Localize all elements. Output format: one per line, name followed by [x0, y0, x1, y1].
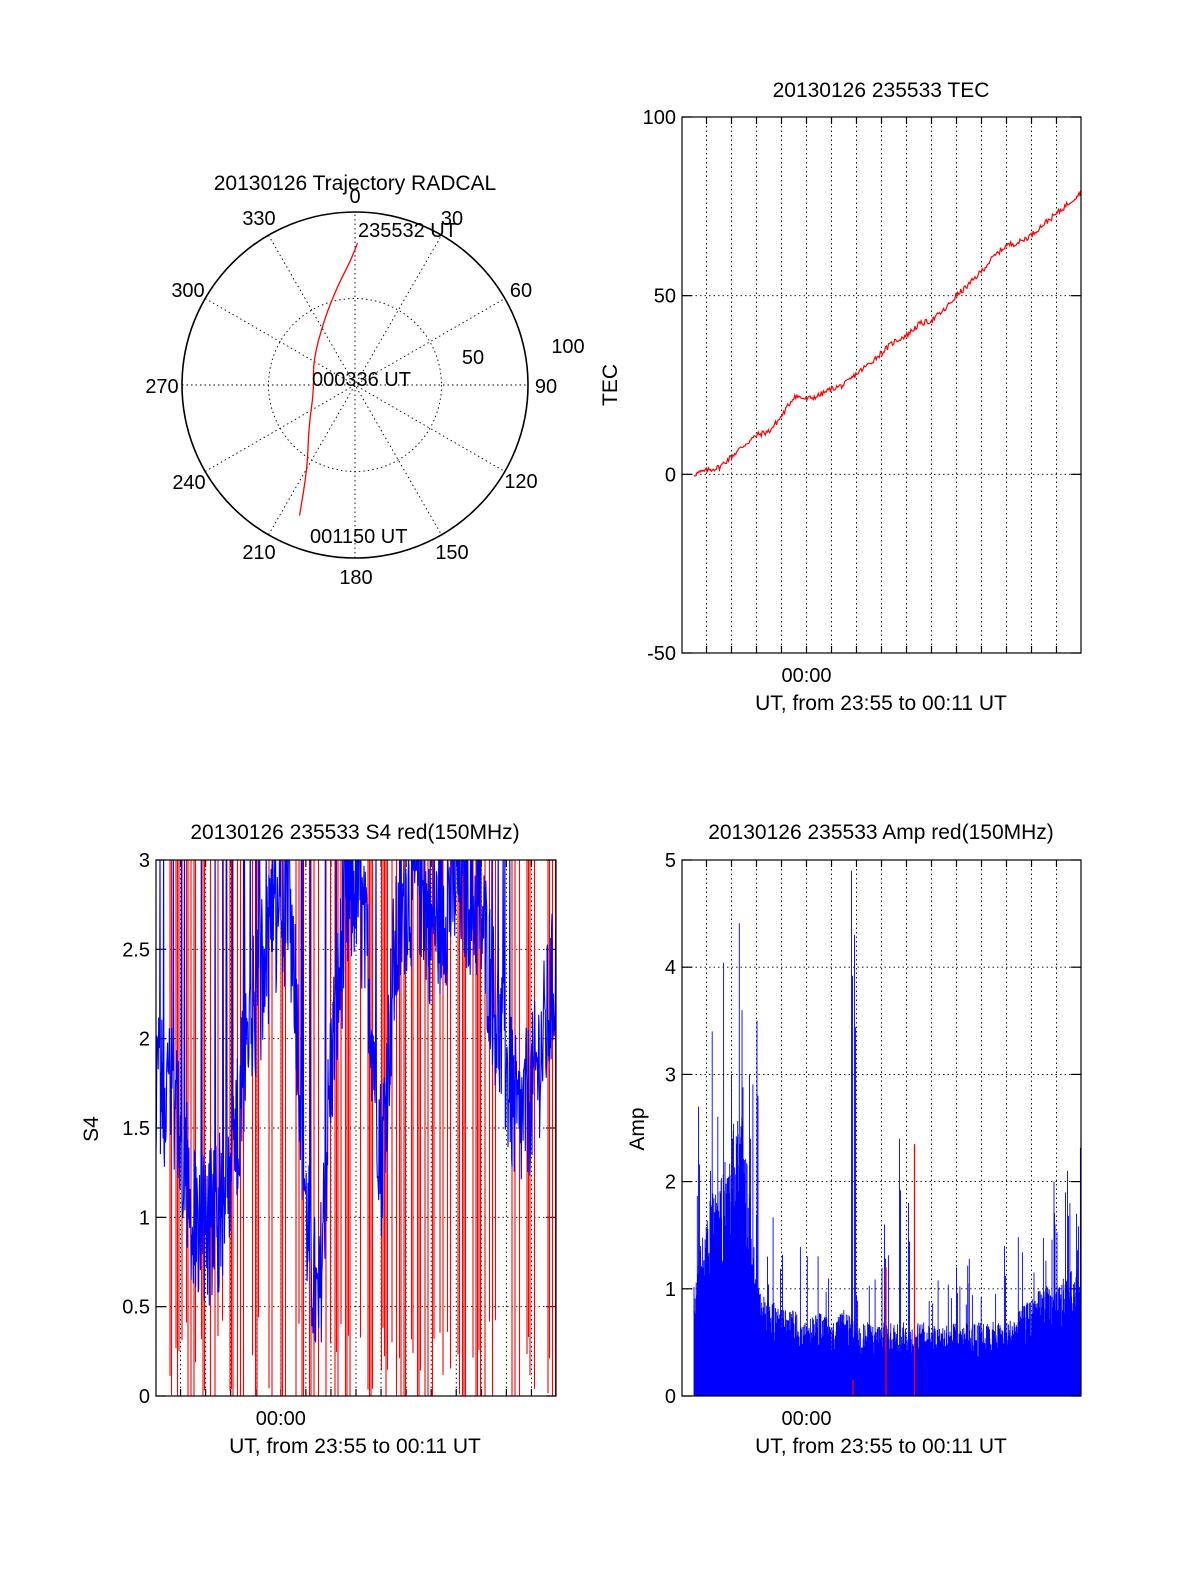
y-tick-label: 1.5	[122, 1118, 150, 1140]
trajectory-mid-label: 000336 UT	[312, 369, 411, 391]
tec-ylabel: TEC	[599, 364, 622, 406]
polar-angle-label: 270	[145, 376, 178, 398]
tec-title: 20130126 235533 TEC	[773, 79, 990, 102]
s4-blue-series	[156, 860, 556, 1343]
y-tick-label: 0	[139, 1386, 150, 1408]
polar-angle-label: 300	[171, 280, 204, 302]
amp-title: 20130126 235533 Amp red(150MHz)	[708, 821, 1054, 844]
s4-plot: 20130126 235533 S4 red(150MHz) UT, from …	[80, 821, 557, 1458]
amp-data-layer	[693, 870, 1081, 1396]
plot-frame	[681, 859, 1082, 1397]
amp-xlabel: UT, from 23:55 to 00:11 UT	[755, 1435, 1007, 1458]
trajectory-polar-plot: 20130126 Trajectory RADCAL 0 30 60 90 120 150…	[145, 172, 584, 589]
y-tick-label: 1	[139, 1207, 150, 1229]
amp-ylabel: Amp	[626, 1107, 649, 1150]
y-tick-label: 3	[139, 850, 150, 872]
trajectory-start-label: 235532 UT	[358, 220, 457, 242]
polar-ring-label: 50	[462, 347, 484, 369]
y-tick-label: 4	[665, 957, 676, 979]
s4-data-layer	[156, 860, 556, 1396]
y-tick-label: 50	[654, 286, 676, 308]
s4-ylabel: S4	[80, 1116, 103, 1142]
x-tick-label: 00:00	[781, 1408, 831, 1430]
y-tick-label: 100	[643, 107, 676, 129]
trajectory-title: 20130126 Trajectory RADCAL	[214, 172, 497, 195]
s4-xlabel: UT, from 23:55 to 00:11 UT	[229, 1435, 481, 1458]
polar-spoke	[204, 298, 506, 472]
x-tick-label: 00:00	[256, 1408, 306, 1430]
y-tick-label: -50	[647, 643, 676, 665]
polar-ring-label: 100	[551, 336, 584, 358]
polar-spoke	[204, 298, 506, 472]
y-tick-label: 0	[665, 1386, 676, 1408]
polar-angle-label: 240	[172, 472, 205, 494]
amp-blue-series	[693, 870, 1081, 1396]
y-tick-label: 3	[665, 1064, 676, 1086]
trajectory-end-label: 001150 UT	[310, 526, 407, 548]
grid-lines	[682, 116, 1081, 654]
s4-title: 20130126 235533 S4 red(150MHz)	[190, 821, 519, 844]
polar-angle-label: 120	[504, 471, 537, 493]
polar-angle-label: 0	[349, 186, 360, 208]
polar-angle-label: 90	[535, 376, 557, 398]
y-tick-label: 1	[665, 1279, 676, 1301]
tec-xlabel: UT, from 23:55 to 00:11 UT	[755, 692, 1007, 715]
polar-angle-label: 60	[510, 280, 532, 302]
x-tick-label: 00:00	[781, 665, 831, 687]
polar-spoke	[268, 234, 442, 536]
polar-spoke	[268, 234, 442, 536]
tec-series-line	[693, 189, 1082, 477]
y-tick-label: 2	[665, 1172, 676, 1194]
plot-frame	[681, 116, 1082, 654]
polar-angle-label: 210	[242, 542, 275, 564]
tec-plot: 20130126 235533 TEC UT, from 23:55 to 00…	[599, 79, 1082, 715]
amp-red-series	[852, 1144, 916, 1396]
polar-angle-label: 150	[435, 542, 468, 564]
polar-angle-label: 330	[242, 208, 275, 230]
trajectory-track	[298, 242, 359, 516]
y-tick-label: 0	[665, 464, 676, 486]
y-tick-label: 0.5	[122, 1297, 150, 1319]
y-tick-label: 5	[665, 850, 676, 872]
y-tick-label: 2.5	[122, 939, 150, 961]
polar-angle-label: 30	[441, 208, 463, 230]
plot-frame	[155, 859, 557, 1397]
y-tick-label: 2	[139, 1029, 150, 1051]
polar-angle-label: 180	[339, 567, 372, 589]
amp-plot: 20130126 235533 Amp red(150MHz) UT, from…	[626, 821, 1082, 1458]
